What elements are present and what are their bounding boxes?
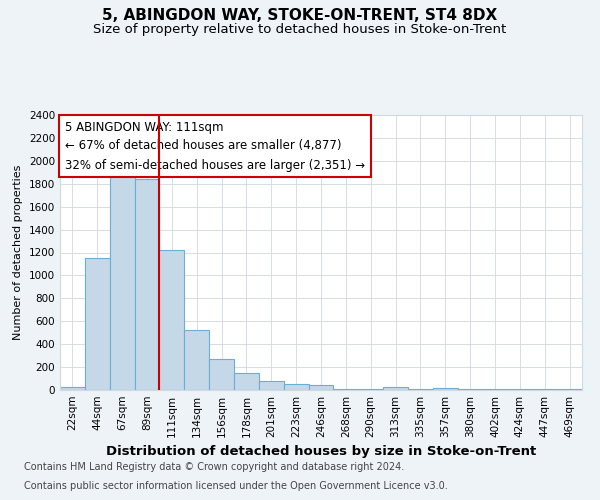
X-axis label: Distribution of detached houses by size in Stoke-on-Trent: Distribution of detached houses by size … (106, 446, 536, 458)
Bar (110, 166, 134, 390)
Text: Contains HM Land Registry data © Crown copyright and database right 2024.: Contains HM Land Registry data © Crown c… (24, 462, 404, 472)
Bar (60, 386, 85, 390)
Bar (85, 258, 110, 390)
Bar (259, 381, 284, 390)
Bar (308, 386, 334, 390)
Y-axis label: Number of detached properties: Number of detached properties (13, 165, 23, 340)
Text: 5, ABINGDON WAY, STOKE-ON-TRENT, ST4 8DX: 5, ABINGDON WAY, STOKE-ON-TRENT, ST4 8DX (103, 8, 497, 22)
Bar (557, 389, 582, 390)
Bar (433, 388, 458, 390)
Bar (234, 373, 259, 390)
Bar (184, 330, 209, 390)
Bar (383, 386, 408, 390)
Bar (284, 384, 308, 390)
Bar (160, 250, 184, 390)
Bar (134, 179, 160, 390)
Text: Contains public sector information licensed under the Open Government Licence v3: Contains public sector information licen… (24, 481, 448, 491)
Text: 5 ABINGDON WAY: 111sqm
← 67% of detached houses are smaller (4,877)
32% of semi-: 5 ABINGDON WAY: 111sqm ← 67% of detached… (65, 120, 365, 172)
Text: Size of property relative to detached houses in Stoke-on-Trent: Size of property relative to detached ho… (94, 22, 506, 36)
Bar (209, 359, 234, 390)
